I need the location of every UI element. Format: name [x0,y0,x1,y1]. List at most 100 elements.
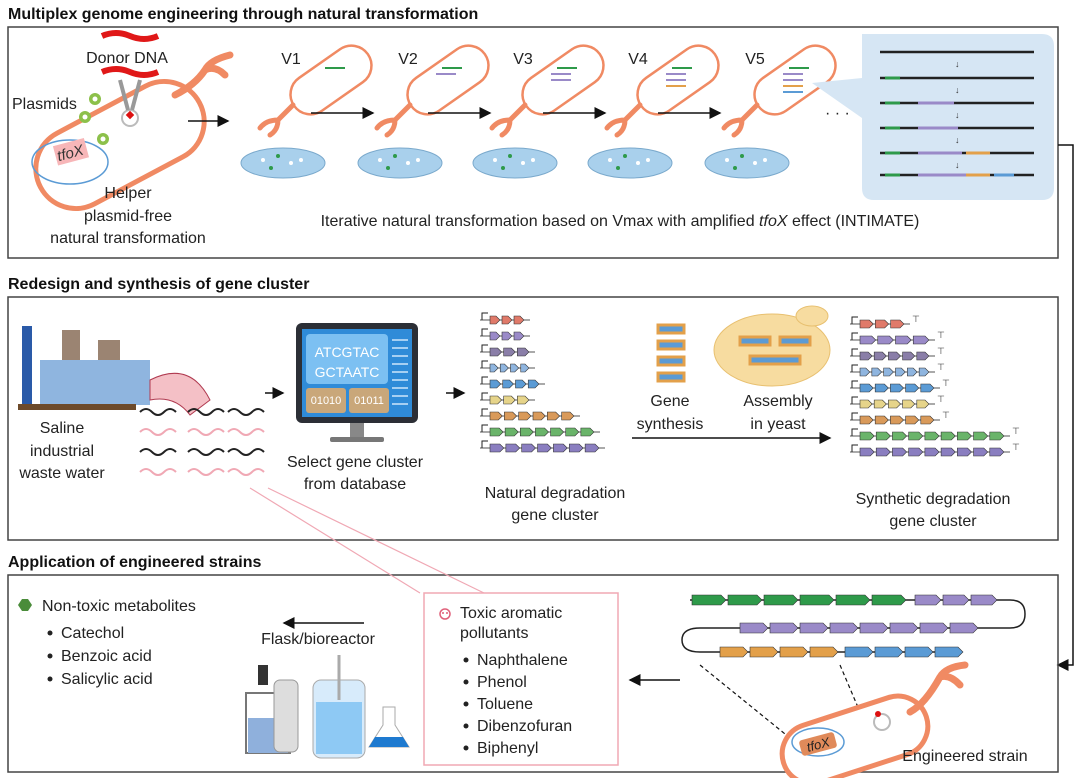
gene-arrow [763,594,799,606]
gene-arrow [908,431,924,441]
gene-arrow [895,367,906,377]
svg-text:⊤: ⊤ [942,378,950,388]
gene-arrow [916,351,930,361]
bullet [47,676,53,682]
gene-arrow [871,367,883,377]
natural-gene-clusters [480,312,605,453]
tfox-gene-label: tfoX [55,142,86,166]
list-item: Phenol [477,674,527,691]
gene-arrow [875,447,891,457]
gene-arrow [874,383,889,393]
gene-arrow [550,427,565,437]
gene-arrow [859,431,875,441]
gene-arrow [940,431,956,441]
gene-arrow [859,335,877,345]
gene-cluster-row [850,332,935,345]
yeast-cell [713,305,831,387]
select-line-2: from database [304,476,406,493]
helper-line-1: Helper [104,185,152,202]
toxic-heading-1: Toxic aromatic [460,605,562,622]
gene-arrow [873,351,887,361]
gene-arrow [890,415,905,425]
gene-cluster-row [850,412,940,425]
svg-text:↓: ↓ [955,135,960,145]
gene-arrow [920,383,935,393]
monitor-bits-1: 01010 [311,395,342,407]
gene-arrow [859,351,873,361]
skull-icon [439,608,451,620]
svg-text:⊤: ⊤ [937,394,945,404]
gene-arrow [919,622,949,634]
gene-arrow [859,399,873,409]
version-step: V1 [240,44,373,179]
gene-arrow [513,315,525,325]
gene-arrow [489,411,503,421]
gene-arrow [877,335,894,345]
gene-cluster-row [850,364,935,377]
list-item: Toluene [477,696,533,713]
engineered-pathway [681,594,1026,658]
gene-cluster-row [850,348,935,361]
gene-arrow [489,395,503,405]
gene-cluster-row [850,396,935,409]
svg-text:↓: ↓ [955,59,960,69]
panel2-box [7,296,1059,541]
svg-text:↓: ↓ [955,110,960,120]
donor-dna-label: Donor DNA [86,50,168,67]
list-item: Benzoic acid [61,648,152,665]
gene-arrow [521,443,536,453]
gene-arrow [580,427,595,437]
waste-line-3: waste water [18,465,105,482]
gene-arrow [527,379,540,389]
gene-arrow [924,431,940,441]
gene-arrow [924,447,940,457]
gene-arrow [532,411,546,421]
synthetic-line-2: gene cluster [889,513,977,530]
gene-cluster-row [480,408,580,421]
gene-synthesis-line-2: synthesis [637,416,704,433]
gene-arrow [859,383,874,393]
version-label: V4 [628,51,648,68]
gene-arrow [489,315,501,325]
svg-text:⊤: ⊤ [937,330,945,340]
gene-arrow [892,431,908,441]
gene-arrow [565,427,580,437]
gene-arrow [537,443,552,453]
gene-cluster-row [850,444,1010,457]
gene-arrow [973,447,989,457]
gene-arrow [719,646,749,658]
gene-arrow [902,399,916,409]
gene-arrow [501,331,513,341]
gene-arrow [883,367,894,377]
engineered-strain-label: Engineered strain [902,748,1027,765]
gene-synthesis-line-1: Gene [650,393,689,410]
gene-arrow [907,367,918,377]
gene-arrow [871,594,907,606]
gene-arrow [942,594,970,606]
select-line-1: Select gene cluster [287,454,424,471]
callout-lines [249,487,485,594]
gene-arrow [875,319,890,329]
gene-arrow [809,646,839,658]
gene-cluster-row [480,376,545,389]
gene-cluster-row [480,344,535,357]
gene-arrow [989,447,1005,457]
gene-arrow [890,319,905,329]
iterative-caption: Iterative natural transformation based o… [321,213,920,230]
gene-arrow [957,447,972,457]
flask-label: Flask/bioreactor [261,631,375,648]
gene-arrow [916,399,930,409]
gene-arrow [499,363,509,373]
list-item: Catechol [61,625,124,642]
factory-illustration [18,326,265,476]
gene-arrow [912,335,930,345]
gene-arrow [957,431,972,441]
gene-arrow [908,447,924,457]
bullet [47,630,53,636]
gene-arrow [874,646,904,658]
gene-arrow [892,447,908,457]
connector-arrow [1056,144,1074,671]
synth-fragments [656,323,686,383]
svg-text:↓: ↓ [955,85,960,95]
gene-arrow [888,399,902,409]
